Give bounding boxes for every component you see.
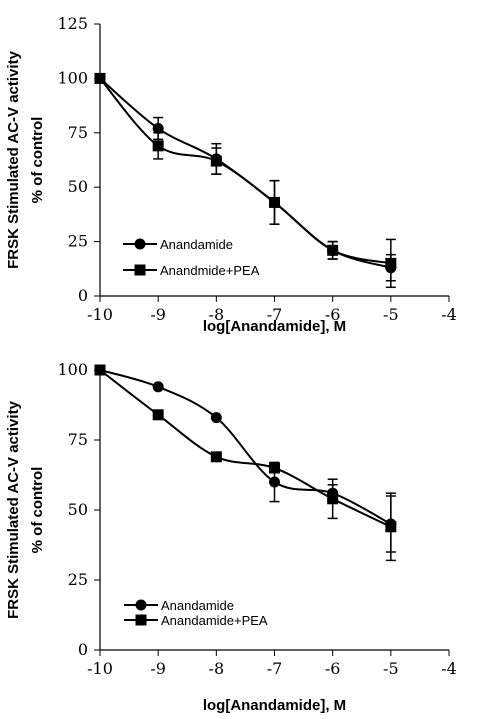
data-point-square bbox=[269, 196, 280, 208]
x-tick-label: -6 bbox=[325, 659, 341, 678]
legend-marker-circle bbox=[134, 238, 146, 250]
y-axis-title-line-1: FRSK Stimulated AC-V activity bbox=[5, 400, 22, 618]
x-tick-label: -4 bbox=[441, 305, 457, 324]
data-point-circle bbox=[152, 381, 164, 393]
legend-marker-square bbox=[134, 264, 146, 276]
chart-2: 0 25 50 75 100 -10 -9 -8 -7 -6 -5 -4 log[Anandamide]… bbox=[5, 360, 457, 714]
y-tick-label: 0 bbox=[78, 640, 88, 659]
y-tick-label: 100 bbox=[57, 68, 88, 87]
x-tick-label: -7 bbox=[267, 305, 283, 324]
legend-label: Anandmide+PEA bbox=[160, 263, 260, 278]
x-axis-title: log[Anandamide], M bbox=[203, 318, 346, 335]
chart-1: 0 25 50 75 100 125 -10 -9 -8 -7 -6 -5 -4 log[Anandami… bbox=[5, 14, 457, 335]
y-tick-label: 25 bbox=[68, 570, 88, 589]
y-tick-label: 50 bbox=[68, 177, 88, 196]
data-point-square bbox=[152, 140, 164, 152]
data-point-square bbox=[327, 493, 339, 505]
x-tick-label: -8 bbox=[209, 659, 225, 678]
x-tick-label: -7 bbox=[267, 659, 283, 678]
x-tick-label: -10 bbox=[87, 305, 113, 324]
data-point-circle bbox=[269, 476, 280, 488]
series-line bbox=[99, 369, 392, 525]
y-tick-label: 75 bbox=[68, 430, 88, 449]
y-tick-label: 0 bbox=[78, 286, 88, 305]
legend-marker-square bbox=[135, 614, 147, 626]
legend-entry: Anandamide+PEA bbox=[124, 613, 268, 628]
y-axis-title-line-2: % of control bbox=[29, 117, 46, 204]
x-axis-title: log[Anandamide], M bbox=[203, 697, 346, 714]
data-point-square bbox=[210, 155, 222, 167]
legend-label: Anandamide bbox=[160, 237, 233, 252]
data-point-square bbox=[94, 72, 106, 84]
data-point-square bbox=[327, 244, 339, 256]
series-anandamide-pea bbox=[94, 364, 397, 562]
x-tick-label: -6 bbox=[325, 305, 341, 324]
series-line bbox=[99, 369, 392, 528]
data-point-square bbox=[269, 462, 280, 474]
legend-label: Anandamide bbox=[161, 598, 234, 613]
series-anandamide bbox=[94, 72, 397, 282]
data-point-circle bbox=[152, 122, 164, 134]
x-tick-label: -10 bbox=[87, 659, 113, 678]
x-tick-label: -9 bbox=[150, 659, 166, 678]
legend-label: Anandamide+PEA bbox=[161, 613, 268, 628]
data-point-square bbox=[385, 257, 397, 269]
data-point-circle bbox=[210, 412, 222, 424]
legend-marker-circle bbox=[135, 599, 147, 611]
y-tick-label: 25 bbox=[68, 232, 88, 251]
x-tick-label: -8 bbox=[209, 305, 225, 324]
series-anandamide bbox=[94, 364, 397, 553]
series-line bbox=[99, 77, 392, 265]
x-tick-label: -4 bbox=[441, 659, 457, 678]
x-tick-label: -9 bbox=[150, 305, 166, 324]
y-tick-label: 75 bbox=[68, 123, 88, 142]
y-axis-title-line-1: FRSK Stimulated AC-V activity bbox=[5, 50, 22, 268]
data-point-square bbox=[94, 364, 106, 376]
legend-entry: Anandmide+PEA bbox=[123, 263, 260, 278]
legend-entry: Anandamide bbox=[124, 598, 234, 613]
y-tick-label: 125 bbox=[57, 14, 88, 33]
data-point-square bbox=[385, 521, 397, 533]
data-point-square bbox=[210, 451, 222, 463]
series-line bbox=[99, 77, 392, 269]
x-tick-label: -5 bbox=[383, 659, 399, 678]
x-tick-label: -5 bbox=[383, 305, 399, 324]
series-anandmide-pea bbox=[94, 72, 397, 289]
data-point-square bbox=[152, 409, 164, 421]
y-axis-title-line-2: % of control bbox=[29, 467, 46, 554]
y-tick-label: 50 bbox=[68, 500, 88, 519]
y-tick-label: 100 bbox=[57, 360, 88, 379]
legend-entry: Anandamide bbox=[123, 237, 233, 252]
